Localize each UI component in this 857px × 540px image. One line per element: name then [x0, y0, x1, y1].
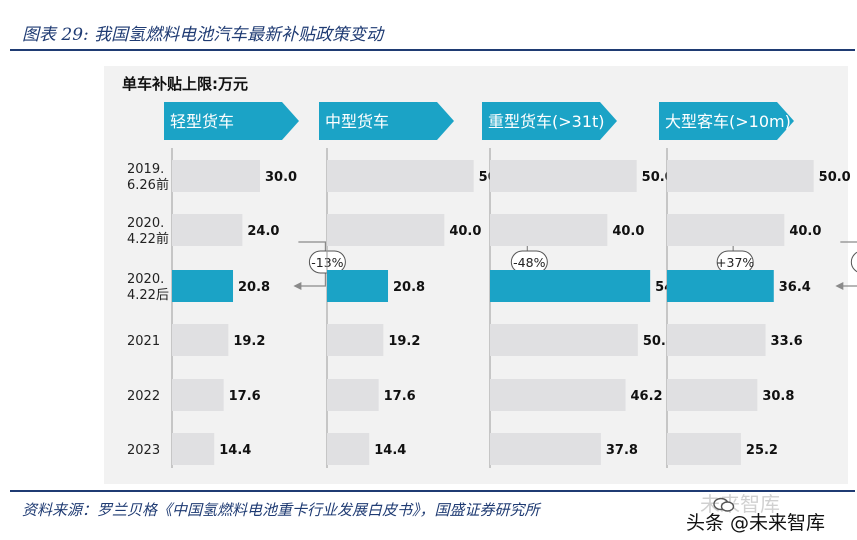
bar — [172, 160, 260, 192]
change-arrow-head — [293, 282, 302, 290]
top-rule — [10, 49, 855, 51]
bar — [490, 379, 626, 411]
value-label: 46.2 — [631, 389, 663, 404]
value-label: 30.0 — [265, 170, 297, 185]
value-label: 24.0 — [247, 224, 279, 239]
value-label: 33.6 — [771, 334, 803, 349]
value-label: 20.8 — [393, 280, 425, 295]
category-label: 2022 — [127, 389, 160, 404]
value-label: 14.4 — [374, 443, 406, 458]
bar — [172, 379, 224, 411]
bar — [172, 324, 229, 356]
bar — [667, 379, 758, 411]
wechat-icon — [713, 497, 735, 512]
watermark-text: 头条 @未来智库 — [686, 512, 826, 534]
category-label: 2020. 4.22后 — [127, 272, 169, 303]
bar — [327, 214, 445, 246]
bar — [490, 270, 651, 302]
value-label: 19.2 — [388, 334, 420, 349]
value-label: 20.8 — [238, 280, 270, 295]
source-note: 资料来源：罗兰贝格《中国氢燃料电池重卡行业发展白皮书》，国盛证券研究所 — [22, 501, 540, 519]
series-header — [164, 102, 299, 140]
change-arrow-head — [835, 282, 844, 290]
bottom-rule — [10, 490, 855, 492]
bar — [667, 160, 814, 192]
series-header — [659, 102, 794, 140]
bar — [327, 270, 389, 302]
category-label: 2019. 6.26前 — [127, 162, 169, 193]
bar — [667, 433, 741, 465]
series-header-label: 重型货车(>31t) — [488, 112, 605, 131]
chart-title: 单车补贴上限:万元 — [122, 75, 248, 93]
bar — [490, 214, 608, 246]
series-header — [319, 102, 454, 140]
value-label: 30.8 — [762, 389, 794, 404]
value-label: 50.0 — [642, 170, 674, 185]
value-label: 50.0 — [819, 170, 851, 185]
figure-title: 图表 29: 我国氢燃料电池汽车最新补贴政策变动 — [22, 25, 384, 45]
series-header-label: 大型客车(>10m) — [665, 112, 791, 131]
value-label: 19.2 — [233, 334, 265, 349]
bar — [327, 160, 474, 192]
category-label: 2020. 4.22前 — [127, 216, 169, 247]
value-label: 25.2 — [746, 443, 778, 458]
bar — [172, 433, 215, 465]
series-header-label: 轻型货车 — [170, 112, 234, 131]
bar — [172, 270, 234, 302]
change-bracket — [840, 241, 857, 287]
value-label: 40.0 — [789, 224, 821, 239]
category-label: 2023 — [127, 443, 160, 458]
category-label: 2021 — [127, 334, 160, 349]
series-header — [482, 102, 617, 140]
value-label: 17.6 — [384, 389, 416, 404]
bar — [490, 433, 601, 465]
value-label: 40.0 — [449, 224, 481, 239]
bar — [667, 214, 785, 246]
bar — [490, 324, 638, 356]
bar — [667, 324, 766, 356]
bar — [327, 379, 379, 411]
value-label: 17.6 — [229, 389, 261, 404]
change-label: -48% — [513, 255, 545, 270]
value-label: 36.4 — [779, 280, 811, 295]
bar — [667, 270, 774, 302]
bar — [490, 160, 637, 192]
change-label: +37% — [716, 255, 754, 270]
bar — [172, 214, 243, 246]
bar — [327, 433, 370, 465]
value-label: 37.8 — [606, 443, 638, 458]
value-label: 40.0 — [612, 224, 644, 239]
change-badge — [850, 251, 857, 273]
series-header-label: 中型货车 — [325, 112, 389, 131]
bar — [327, 324, 384, 356]
value-label: 14.4 — [219, 443, 251, 458]
